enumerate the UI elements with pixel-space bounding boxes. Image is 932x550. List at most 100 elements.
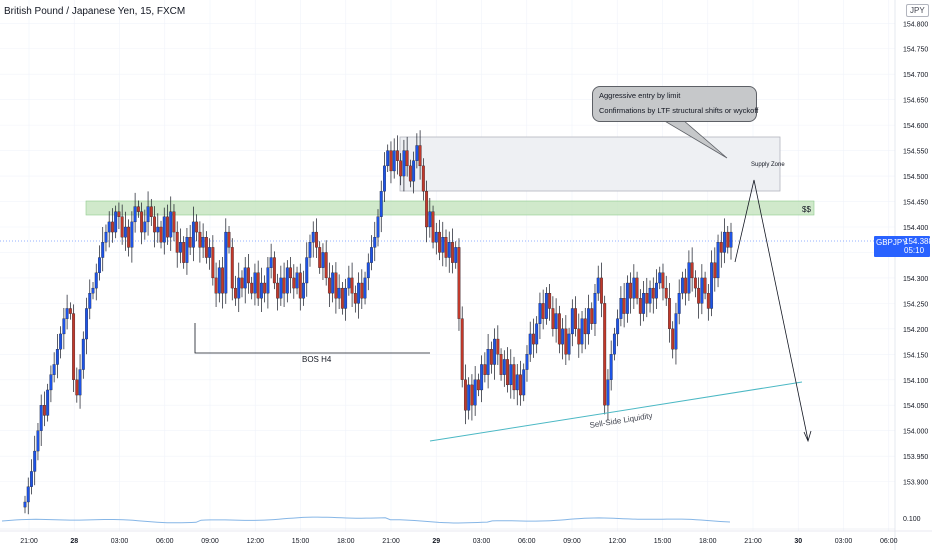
candle-body [23, 501, 27, 508]
candle-body [651, 287, 655, 299]
candle-body [622, 298, 626, 314]
candle-body [441, 237, 445, 253]
y-tick-label: 154.700 [903, 72, 928, 79]
callout-line-2: Confirmations by LTF structural shifts o… [599, 106, 759, 115]
candle-body [110, 221, 114, 233]
x-tick-label: 21:00 [382, 538, 400, 545]
candle-body [166, 216, 169, 238]
currency-box[interactable]: JPY [906, 4, 929, 17]
candle-body [185, 237, 189, 263]
candle-body [700, 277, 704, 304]
candle-body [78, 369, 82, 396]
candle-body [169, 211, 173, 238]
candle-body [716, 242, 720, 279]
candle-body [289, 267, 293, 279]
candle-body [340, 287, 344, 309]
candle-body [318, 247, 322, 268]
candle-body [603, 303, 607, 406]
candle-body [668, 298, 671, 329]
x-tick-label: 15:00 [654, 538, 672, 545]
candle-body [120, 216, 124, 238]
candle-body [428, 211, 432, 228]
candle-body [415, 145, 419, 161]
y-tick-label: 154.300 [903, 276, 928, 283]
candle-body [470, 384, 474, 406]
candle-body [535, 323, 539, 345]
candle-body [175, 231, 179, 253]
x-axis-ticks: 21:00 28 03:00 06:00 09:00 12:00 15:00 18:00 21:… [20, 538, 897, 545]
candle-body [671, 328, 675, 350]
candle-body [107, 221, 111, 233]
entry-callout[interactable]: Aggressive entry by limit Confirmations … [592, 86, 759, 122]
candle-body [88, 293, 92, 309]
x-tick-label: 09:00 [563, 538, 581, 545]
price-label-countdown: 05:10 [904, 246, 925, 255]
candle-body [243, 267, 247, 289]
candle-body [580, 318, 584, 345]
y-tick-label: 154.750 [903, 47, 928, 54]
candle-body [680, 277, 684, 294]
candle-body [159, 226, 163, 243]
x-tick-label: 28 [70, 538, 78, 545]
candle-body [237, 277, 241, 299]
candle-body [609, 354, 613, 380]
candle-body [454, 247, 458, 263]
candle-body [42, 405, 46, 416]
candle-body [146, 206, 150, 223]
y-tick-label: 153.900 [903, 480, 928, 487]
candle-body [567, 333, 571, 355]
candle-body [590, 308, 594, 324]
x-tick-label: 30 [794, 538, 802, 545]
candle-body [635, 277, 639, 299]
candle-body [59, 333, 63, 350]
candle-body [117, 211, 121, 217]
sell-side-liquidity-trendline [429, 381, 803, 442]
candle-body [52, 364, 56, 375]
candle-body [648, 287, 652, 304]
candle-body [327, 277, 331, 294]
candle-body [162, 216, 166, 243]
candle-body [690, 262, 694, 279]
candle-body [334, 272, 338, 299]
y-tick-label: 154.600 [903, 123, 928, 130]
candle-body [68, 308, 72, 314]
candle-body [554, 313, 558, 329]
y-tick-label: 153.950 [903, 454, 928, 461]
symbol-title[interactable]: British Pound / Japanese Yen, 15, FXCM [4, 6, 186, 17]
candle-body [337, 287, 341, 299]
callout-line-1: Aggressive entry by limit [599, 91, 681, 100]
drawings-layer [194, 119, 812, 443]
candle-body [363, 277, 367, 299]
candle-body [379, 191, 383, 217]
candle-body [473, 379, 477, 406]
candle-body [217, 267, 221, 294]
candle-body [658, 272, 662, 284]
candle-body [434, 231, 438, 243]
candle-body [506, 359, 509, 386]
candle-body [123, 226, 127, 238]
candle-body [195, 221, 199, 233]
candle-body [347, 277, 351, 289]
candle-body [629, 282, 633, 299]
candle-body [606, 379, 610, 406]
candle-body [447, 242, 451, 258]
zones-layer [0, 136, 880, 242]
candle-body [664, 287, 668, 299]
candle-body [315, 231, 318, 248]
candle-body [133, 206, 137, 223]
y-tick-label: 154.100 [903, 378, 928, 385]
candle-body [36, 430, 40, 452]
candle-body [564, 328, 568, 355]
candle-body [156, 226, 160, 233]
candle-body [418, 145, 422, 167]
candle-body [402, 150, 406, 177]
candle-body [499, 354, 503, 375]
candle-body [687, 262, 691, 294]
candle-body [541, 303, 545, 319]
candle-body [178, 242, 182, 253]
candle-body [574, 308, 578, 329]
candle-body [638, 298, 642, 314]
candle-body [295, 272, 299, 289]
